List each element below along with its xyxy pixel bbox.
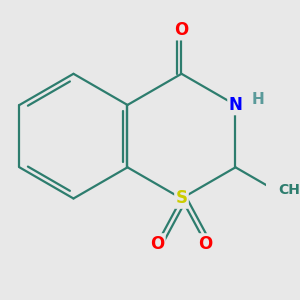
Text: CH₃: CH₃ xyxy=(278,183,300,197)
Text: O: O xyxy=(199,235,213,253)
Text: O: O xyxy=(150,235,164,253)
Text: S: S xyxy=(176,190,188,208)
Text: H: H xyxy=(251,92,264,107)
Text: N: N xyxy=(229,96,242,114)
Text: O: O xyxy=(174,21,189,39)
